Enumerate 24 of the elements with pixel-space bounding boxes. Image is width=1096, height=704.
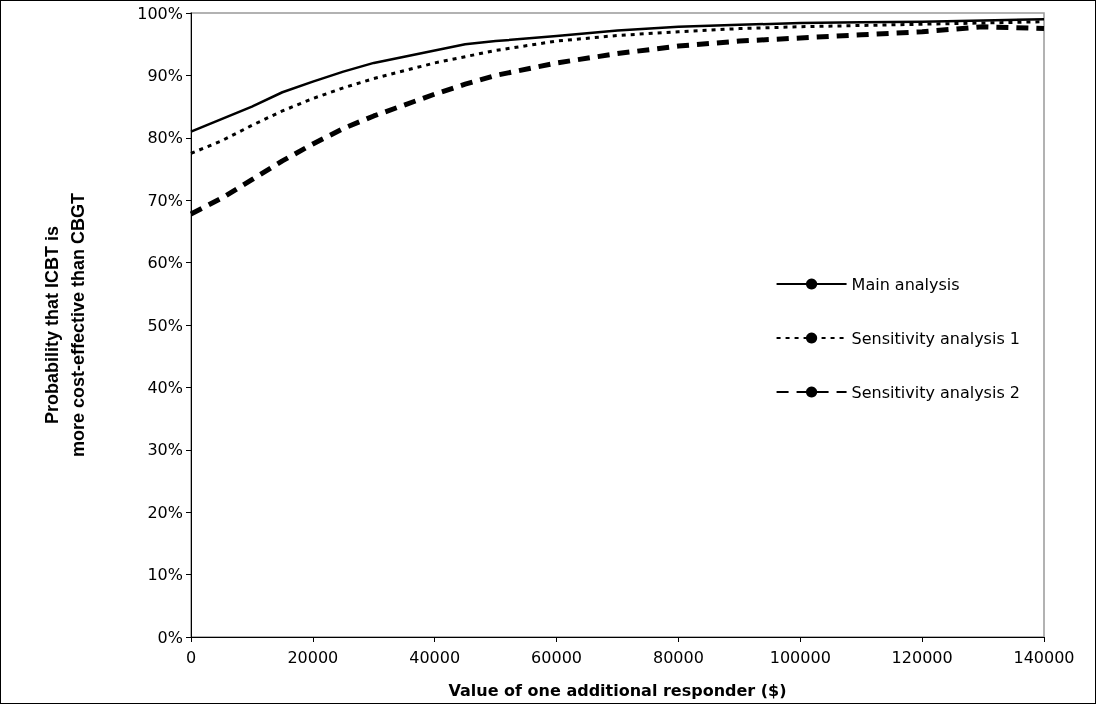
x-tick-label: 100000 [769, 647, 831, 667]
x-tick-label: 80000 [652, 647, 704, 667]
legend-label: Sensitivity analysis 2 [851, 382, 1021, 402]
y-tick-label: 60% [147, 253, 183, 273]
x-tick-label: 140000 [1013, 647, 1075, 667]
y-tick-label: 30% [147, 440, 183, 460]
y-tick-label: 80% [147, 128, 183, 148]
x-tick-label: 0 [185, 647, 197, 667]
legend-label: Main analysis [851, 274, 960, 294]
y-tick-label: 40% [147, 377, 183, 397]
y-tick-label: 50% [147, 315, 183, 335]
x-tick-label: 20000 [287, 647, 339, 667]
y-tick-label: 10% [147, 565, 183, 585]
y-tick-label: 20% [147, 502, 183, 522]
y-tick-label: 0% [157, 627, 183, 647]
y-tick-label: 100% [137, 3, 183, 23]
x-tick-label: 40000 [409, 647, 461, 667]
x-tick-label: 120000 [891, 647, 953, 667]
x-axis-title: Value of one additional responder ($) [448, 680, 787, 700]
y-tick-label: 70% [147, 190, 183, 210]
y-tick-label: 90% [147, 65, 183, 85]
x-tick-label: 60000 [531, 647, 583, 667]
legend-label: Sensitivity analysis 1 [851, 328, 1021, 348]
y-axis-title: Probability that ICBT is more cost-effective than CBGT [42, 192, 88, 458]
